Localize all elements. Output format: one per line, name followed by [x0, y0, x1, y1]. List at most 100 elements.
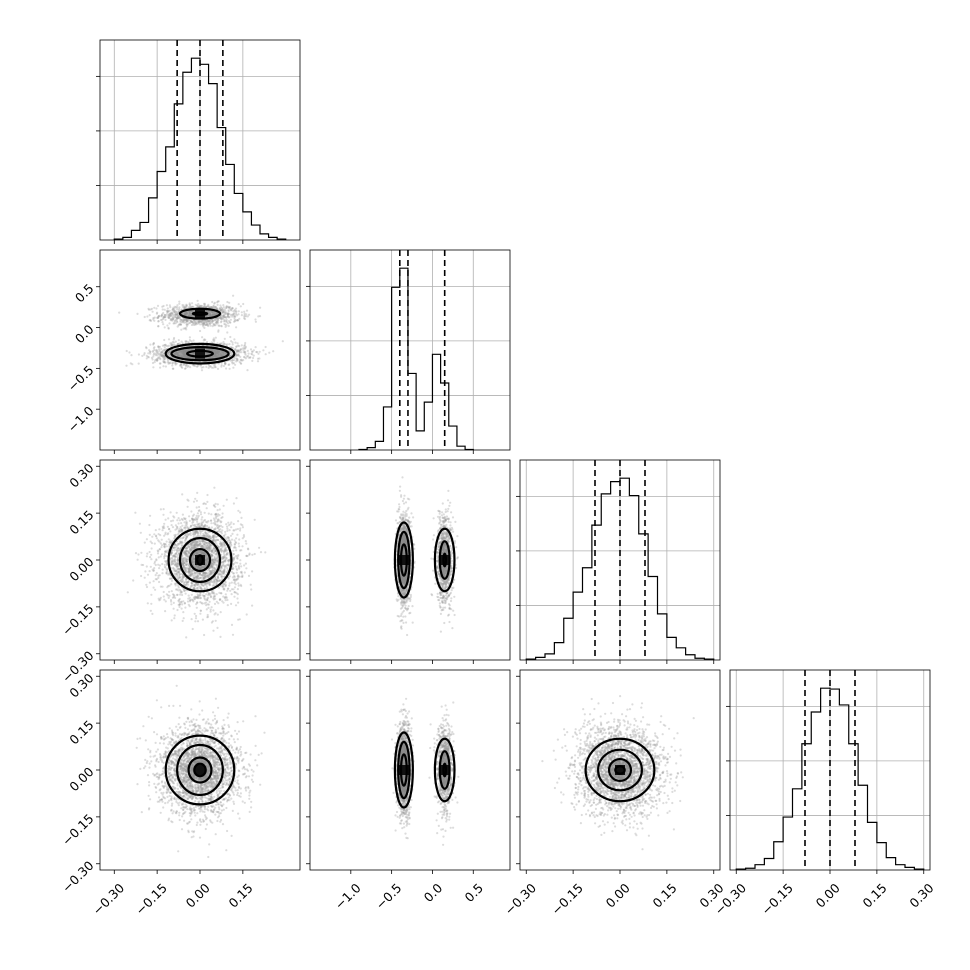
scatter-point [200, 518, 203, 521]
scatter-point [259, 551, 263, 554]
scatter-point [163, 563, 166, 566]
scatter-point [257, 352, 260, 355]
scatter-point [198, 305, 202, 308]
scatter-point [188, 605, 191, 608]
scatter-point [258, 357, 261, 360]
scatter-point [212, 629, 215, 632]
scatter-point [218, 598, 221, 601]
scatter-point [157, 325, 160, 328]
scatter-point [186, 365, 189, 368]
scatter-point [179, 323, 182, 326]
scatter-point [170, 311, 174, 314]
scatter-point [174, 313, 177, 316]
scatter-point [236, 578, 239, 581]
scatter-point [202, 302, 206, 305]
scatter-point [157, 597, 160, 600]
scatter-point [245, 567, 248, 570]
scatter-point [176, 312, 179, 315]
scatter-point [146, 602, 149, 605]
scatter-point [184, 606, 187, 609]
scatter-point [174, 362, 177, 365]
scatter-point [160, 546, 163, 549]
scatter-point [156, 552, 160, 555]
scatter-point [259, 306, 262, 309]
scatter-point [209, 608, 212, 611]
scatter-point [199, 513, 203, 516]
scatter-point [148, 533, 151, 537]
scatter-point [229, 335, 232, 339]
scatter-point [229, 534, 233, 537]
scatter-point [236, 342, 239, 345]
scatter-point [221, 308, 224, 311]
scatter-point [220, 324, 223, 327]
scatter-point [224, 323, 227, 326]
scatter-point [214, 366, 217, 369]
scatter-point [172, 601, 175, 605]
scatter-point [231, 633, 235, 636]
scatter-point [150, 593, 153, 596]
scatter-point [222, 340, 225, 344]
hist-panel-1 [306, 249, 511, 451]
scatter-point [209, 324, 212, 327]
scatter-point [210, 522, 213, 525]
scatter-point [222, 504, 225, 507]
scatter-point [205, 593, 208, 596]
scatter-point [239, 527, 242, 530]
scatter-point [242, 349, 245, 352]
scatter-point [201, 319, 204, 322]
scatter-point [191, 517, 194, 520]
scatter-point [168, 543, 171, 546]
scatter-point [171, 364, 174, 367]
scatter-point [199, 609, 202, 612]
scatter-point [214, 619, 217, 622]
scatter-point [145, 357, 148, 360]
scatter-point [210, 341, 213, 344]
scatter-point [152, 349, 155, 352]
scatter-point [232, 588, 235, 591]
scatter-point [184, 306, 187, 309]
scatter-point [252, 349, 255, 352]
scatter-point [186, 323, 189, 326]
scatter-point [155, 307, 158, 310]
scatter-point [235, 326, 238, 329]
scatter-point [145, 583, 148, 586]
scatter-point [164, 518, 167, 521]
scatter-point [196, 520, 199, 523]
scatter-point [181, 603, 184, 606]
scatter-point [254, 318, 257, 321]
scatter-point [167, 338, 171, 341]
scatter-point [174, 322, 177, 325]
scatter-point [170, 560, 173, 563]
scatter-point [190, 320, 193, 323]
scatter-point [195, 606, 198, 609]
scatter-point [203, 543, 206, 546]
scatter-point [158, 540, 161, 543]
scatter-point [233, 542, 236, 546]
scatter-point [229, 318, 232, 321]
scatter-point [171, 519, 175, 522]
scatter-point [203, 322, 206, 325]
scatter-point [118, 311, 121, 314]
scatter-point [169, 315, 173, 318]
scatter-point [160, 347, 163, 351]
scatter-point [228, 582, 231, 585]
scatter-point [143, 541, 146, 544]
scatter-point [233, 320, 236, 323]
scatter-point [177, 530, 180, 533]
scatter-point [182, 321, 185, 324]
scatter-point [272, 350, 275, 353]
scatter-point [177, 339, 180, 342]
scatter-point [210, 550, 214, 553]
scatter-point [205, 306, 208, 309]
scatter-point [196, 518, 199, 521]
scatter-point [190, 584, 193, 587]
scatter-point [147, 307, 150, 310]
scatter-point [176, 547, 180, 550]
scatter-point [160, 315, 163, 318]
scatter-point [130, 354, 133, 357]
scatter-point [157, 533, 160, 536]
scatter-point [126, 591, 129, 594]
scatter-point [203, 326, 206, 329]
scatter-point [196, 304, 199, 307]
scatter-point [149, 514, 152, 517]
